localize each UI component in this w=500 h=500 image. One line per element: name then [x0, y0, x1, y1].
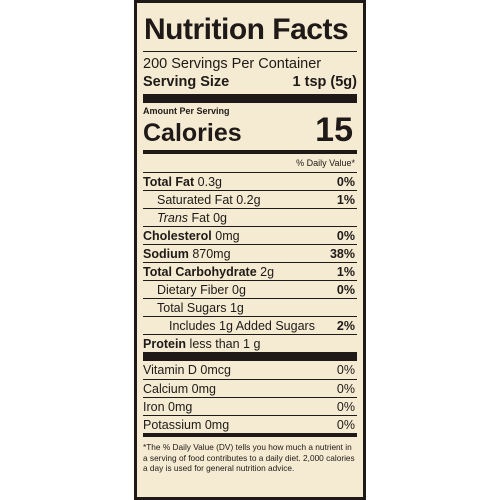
nutrient-row-cholesterol: Cholesterol 0mg 0% — [143, 226, 357, 244]
vitamin-row-iron: Iron 0mg 0% — [143, 397, 357, 415]
vitamin-dv: 0% — [336, 417, 355, 432]
vitamin-dv: 0% — [336, 399, 355, 414]
nutrient-dv: 38% — [329, 246, 355, 261]
nutrient-amount: 0.2g — [236, 192, 261, 207]
nutrient-row-total-sugars: Total Sugars 1g — [143, 298, 357, 316]
vitamin-text: Potassium 0mg — [143, 417, 230, 432]
nutrient-row-total-fat: Total Fat 0.3g 0% — [143, 172, 357, 190]
label-title: Nutrition Facts — [144, 13, 349, 46]
nutrient-row-trans-fat: Trans Fat 0g — [143, 208, 357, 226]
nutrient-row-protein: Protein less than 1 g — [143, 334, 357, 352]
daily-value-footnote: *The % Daily Value (DV) tells you how mu… — [143, 442, 355, 473]
vitamin-text: Iron 0mg — [143, 399, 193, 414]
daily-value-header: % Daily Value* — [296, 158, 355, 168]
nutrient-name: Protein — [143, 336, 187, 351]
vitamin-dv: 0% — [336, 363, 355, 377]
nutrient-row-dietary-fiber: Dietary Fiber 0g 0% — [143, 280, 357, 298]
vitamins-minerals: Vitamin D 0mcg 0% Calcium 0mg 0% Iron 0m… — [143, 361, 357, 433]
nutrient-dv: 1% — [336, 192, 355, 207]
calories-value: 15 — [315, 111, 353, 149]
serving-size-value: 1 tsp (5g) — [292, 74, 357, 90]
amount-per-serving: Amount Per Serving — [143, 106, 230, 116]
nutrient-amount: 0.3g — [197, 174, 222, 189]
vitamin-row-vitamin-d: Vitamin D 0mcg 0% — [143, 361, 357, 379]
nutrient-name: Total Sugars — [157, 300, 227, 315]
added-sugars-text: Includes 1g Added Sugars — [169, 318, 315, 333]
nutrient-name-suffix: Fat — [191, 210, 210, 225]
medium-divider — [143, 433, 357, 437]
servings-per-container: 200 Servings Per Container — [143, 56, 322, 72]
nutrient-name: Trans — [157, 210, 189, 225]
nutrient-name: Total Fat — [143, 174, 195, 189]
vitamin-row-potassium: Potassium 0mg 0% — [143, 415, 357, 433]
calories-label: Calories — [143, 119, 242, 147]
nutrient-dv: 1% — [336, 264, 355, 279]
thick-divider — [143, 94, 357, 103]
nutrient-amount: 870mg — [192, 246, 231, 261]
nutrient-name: Saturated Fat — [157, 192, 233, 207]
serving-size-row: Serving Size 1 tsp (5g) — [143, 73, 357, 91]
serving-size-label: Serving Size — [143, 74, 230, 90]
vitamin-text: Vitamin D 0mcg — [143, 363, 231, 377]
nutrient-name: Total Carbohydrate — [143, 264, 257, 279]
nutrient-name: Sodium — [143, 246, 189, 261]
nutrient-amount: 2g — [260, 264, 275, 279]
calories-row: Calories 15 — [143, 113, 357, 147]
nutrient-dv: 0% — [336, 228, 355, 243]
nutrient-name: Dietary Fiber — [157, 282, 229, 297]
nutrient-name: Cholesterol — [143, 228, 212, 243]
nutrient-row-total-carbohydrate: Total Carbohydrate 2g 1% — [143, 262, 357, 280]
nutrient-dv: 0% — [336, 174, 355, 189]
nutrient-amount: less than 1 g — [189, 336, 261, 351]
nutrient-dv: 2% — [336, 318, 355, 333]
nutrient-dv: 0% — [336, 282, 355, 297]
medium-divider — [143, 150, 357, 154]
nutrient-row-sodium: Sodium 870mg 38% — [143, 244, 357, 262]
nutrition-facts-label: Nutrition Facts 200 Servings Per Contain… — [134, 0, 366, 500]
nutrient-amount: 0g — [213, 210, 227, 225]
thick-divider — [143, 352, 357, 361]
vitamin-text: Calcium 0mg — [143, 381, 216, 396]
nutrient-row-saturated-fat: Saturated Fat 0.2g 1% — [143, 190, 357, 208]
vitamin-row-calcium: Calcium 0mg 0% — [143, 379, 357, 397]
nutrient-amount: 0g — [232, 282, 246, 297]
vitamin-dv: 0% — [336, 381, 355, 396]
nutrient-amount: 1g — [229, 300, 244, 315]
divider — [143, 51, 357, 52]
nutrient-row-added-sugars: Includes 1g Added Sugars 2% — [143, 316, 357, 334]
nutrient-amount: 0mg — [215, 228, 240, 243]
